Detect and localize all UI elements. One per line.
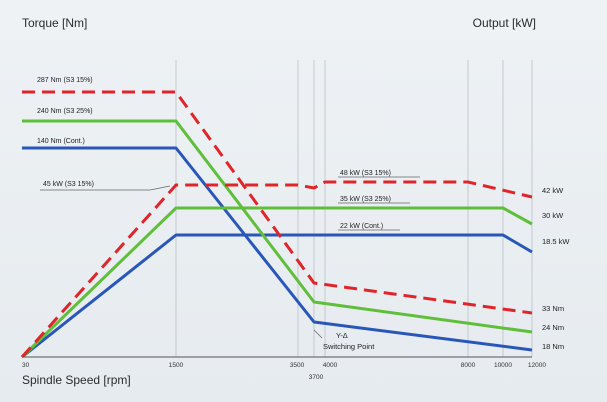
label-output-22kw: 22 kW (Cont.) bbox=[340, 223, 383, 230]
label-torque-s3-25: 240 Nm (S3 25%) bbox=[37, 108, 93, 115]
x-tick-8000: 8000 bbox=[461, 362, 476, 369]
x-axis-title: Spindle Speed [rpm] bbox=[22, 373, 131, 387]
series-torque-s3-15 bbox=[22, 90, 533, 315]
x-tick-4000: 4000 bbox=[323, 362, 338, 369]
right-label-30kw: 30 kW bbox=[542, 211, 564, 220]
series-torque-cont bbox=[22, 146, 533, 352]
y-right-axis-title: Output [kW] bbox=[473, 16, 536, 30]
series-output-s3-15 bbox=[20, 180, 533, 359]
series-torque-s3-25 bbox=[22, 119, 533, 334]
label-output-35kw: 35 kW (S3 25%) bbox=[340, 196, 391, 203]
right-label-18nm: 18 Nm bbox=[542, 342, 564, 351]
x-tick-10000: 10000 bbox=[494, 362, 512, 369]
switching-point-line2: Switching Point bbox=[323, 342, 375, 351]
label-output-s3-15-left: 45 kW (S3 15%) bbox=[43, 181, 94, 188]
leader-switching bbox=[313, 329, 323, 339]
right-label-18-5kw: 18.5 kW bbox=[542, 237, 570, 246]
x-tick-12000: 12000 bbox=[528, 362, 546, 369]
x-tick-1500: 1500 bbox=[169, 362, 184, 369]
right-label-42kw: 42 kW bbox=[542, 186, 564, 195]
x-tick-3500: 3500 bbox=[290, 362, 305, 369]
label-torque-cont: 140 Nm (Cont.) bbox=[37, 138, 85, 145]
series-group bbox=[20, 90, 533, 359]
leader-45kw bbox=[40, 185, 171, 191]
right-label-33nm: 33 Nm bbox=[542, 304, 564, 313]
label-leaders bbox=[40, 176, 420, 339]
x-tick-labels: 30 1500 3500 3700 4000 8000 10000 12000 bbox=[22, 362, 546, 381]
label-output-48kw: 48 kW (S3 15%) bbox=[340, 170, 391, 177]
series-output-s3-25 bbox=[20, 206, 533, 359]
y-left-axis-title: Torque [Nm] bbox=[22, 16, 87, 30]
x-tick-3700: 3700 bbox=[309, 374, 324, 381]
right-label-24nm: 24 Nm bbox=[542, 323, 564, 332]
x-tick-30: 30 bbox=[22, 362, 30, 369]
label-torque-s3-15: 287 Nm (S3 15%) bbox=[37, 77, 93, 84]
switching-point-line1: Y-Δ bbox=[336, 331, 348, 340]
series-output-cont bbox=[21, 233, 533, 359]
